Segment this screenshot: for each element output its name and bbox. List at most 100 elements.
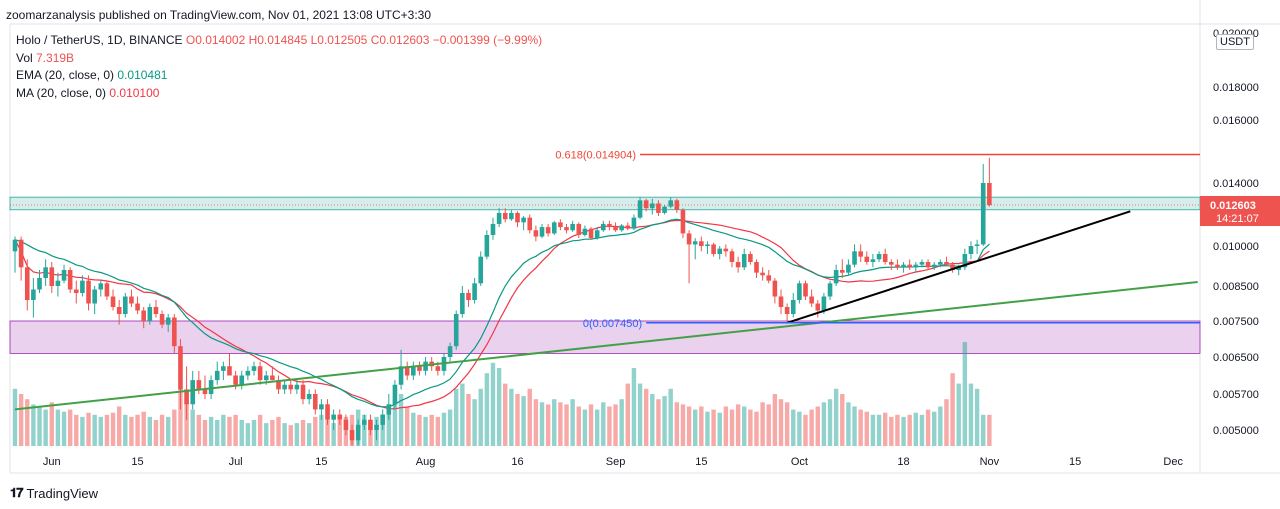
volume-bar: [766, 404, 771, 446]
time-tick-label: Aug: [416, 456, 436, 468]
candle-body: [619, 225, 624, 231]
fib-level-label: 0.618(0.014904): [555, 150, 636, 162]
support-resistance-zone: [9, 196, 1201, 211]
candle-body: [870, 259, 876, 262]
candle-body: [386, 404, 392, 415]
candle-body: [723, 248, 729, 252]
candle-body: [478, 256, 484, 284]
volume-bar: [147, 416, 153, 446]
volume-bar: [67, 409, 73, 446]
candle-body: [331, 414, 336, 420]
candle-body: [73, 289, 79, 293]
fib-level-label: 0(0.007450): [583, 318, 642, 330]
candle-body: [86, 280, 91, 304]
price-tick-label: 0.008500: [1213, 281, 1259, 293]
candle-body: [594, 230, 600, 239]
candle-body: [435, 366, 441, 371]
volume-bar: [552, 399, 557, 446]
volume-bar: [968, 383, 974, 446]
volume-bar: [870, 414, 876, 446]
volume-bar: [981, 414, 986, 446]
volume-bar: [37, 406, 42, 446]
legend-ma-row[interactable]: MA (20, close, 0) 0.010100: [16, 85, 542, 103]
volume-bar: [466, 394, 471, 446]
candle-body: [325, 404, 330, 420]
volume-bar: [656, 399, 661, 446]
legend-volume-row[interactable]: Vol 7.319B: [16, 50, 542, 68]
volume-label: Vol: [16, 50, 33, 65]
candle-body: [650, 203, 655, 209]
price-tick-label: 0.005000: [1213, 425, 1259, 437]
time-tick-label: Sep: [606, 456, 626, 468]
volume-bar: [257, 414, 263, 446]
chart-legend: Holo / TetherUS, 1D, BINANCE O0.014002 H…: [16, 32, 542, 102]
volume-bar: [74, 414, 79, 446]
symbol-label[interactable]: Holo / TetherUS, 1D, BINANCE: [16, 33, 183, 47]
volume-bar: [882, 412, 888, 446]
candle-body: [49, 267, 55, 286]
candle-body: [141, 310, 146, 321]
volume-bar: [625, 383, 630, 446]
volume-bar: [613, 404, 618, 446]
volume-bar: [478, 388, 483, 446]
time-tick-label: 15: [1069, 456, 1081, 468]
candle-body: [539, 227, 545, 237]
volume-bar: [778, 399, 784, 446]
candle-body: [570, 223, 575, 231]
volume-bar: [80, 416, 85, 446]
volume-bar: [110, 412, 116, 446]
volume-bar: [742, 406, 747, 446]
candle-body: [153, 307, 159, 314]
volume-bar: [239, 420, 244, 446]
currency-button[interactable]: USDT: [1216, 34, 1254, 50]
brand-name: TradingView: [26, 485, 99, 501]
candle-body: [208, 380, 214, 394]
time-tick-label: Nov: [980, 456, 1000, 468]
candle-body: [380, 414, 385, 425]
volume-bar: [227, 416, 232, 446]
volume-bar: [325, 420, 330, 446]
legend-ema-row[interactable]: EMA (20, close, 0) 0.010481: [16, 67, 542, 85]
volume-bar: [913, 412, 919, 446]
candle-body: [233, 375, 238, 385]
volume-bar: [104, 414, 110, 446]
ma-label: MA (20, close, 0): [16, 85, 107, 100]
volume-bar: [515, 394, 520, 446]
candle-body: [245, 370, 251, 376]
volume-bar: [693, 409, 698, 446]
volume-bar: [12, 388, 18, 446]
candle-body: [809, 296, 814, 304]
candle-body: [37, 278, 42, 290]
candle-body: [656, 203, 661, 213]
volume-bar: [974, 388, 980, 446]
volume-bar: [208, 416, 214, 446]
volume-bar: [594, 409, 600, 446]
volume-bar: [496, 368, 502, 446]
volume-bar: [521, 396, 526, 446]
volume-bar: [472, 399, 477, 446]
volume-bar: [166, 416, 171, 446]
publisher-line: zoomarzanalysis published on TradingView…: [6, 8, 432, 22]
candle-body: [711, 244, 716, 254]
volume-bar: [18, 394, 24, 446]
candle-body: [662, 206, 667, 213]
volume-bar: [950, 373, 955, 446]
volume-bar: [919, 414, 925, 446]
tradingview-footer[interactable]: 𝟏𝟕 TradingView: [10, 485, 98, 501]
candle-body: [582, 228, 588, 235]
candle-body: [895, 264, 900, 268]
candle-body: [913, 264, 919, 268]
volume-bar: [539, 402, 545, 446]
candle-body: [987, 183, 992, 206]
candle-body: [509, 212, 514, 220]
candle-body: [196, 380, 202, 390]
time-tick-label: 18: [897, 456, 909, 468]
candle-body: [18, 239, 24, 268]
candle-body: [772, 280, 778, 297]
volume-bar: [846, 402, 851, 446]
time-tick-label: Jun: [43, 456, 61, 468]
candle-body: [643, 200, 649, 209]
candle-body: [24, 267, 30, 300]
volume-bar: [650, 394, 655, 446]
